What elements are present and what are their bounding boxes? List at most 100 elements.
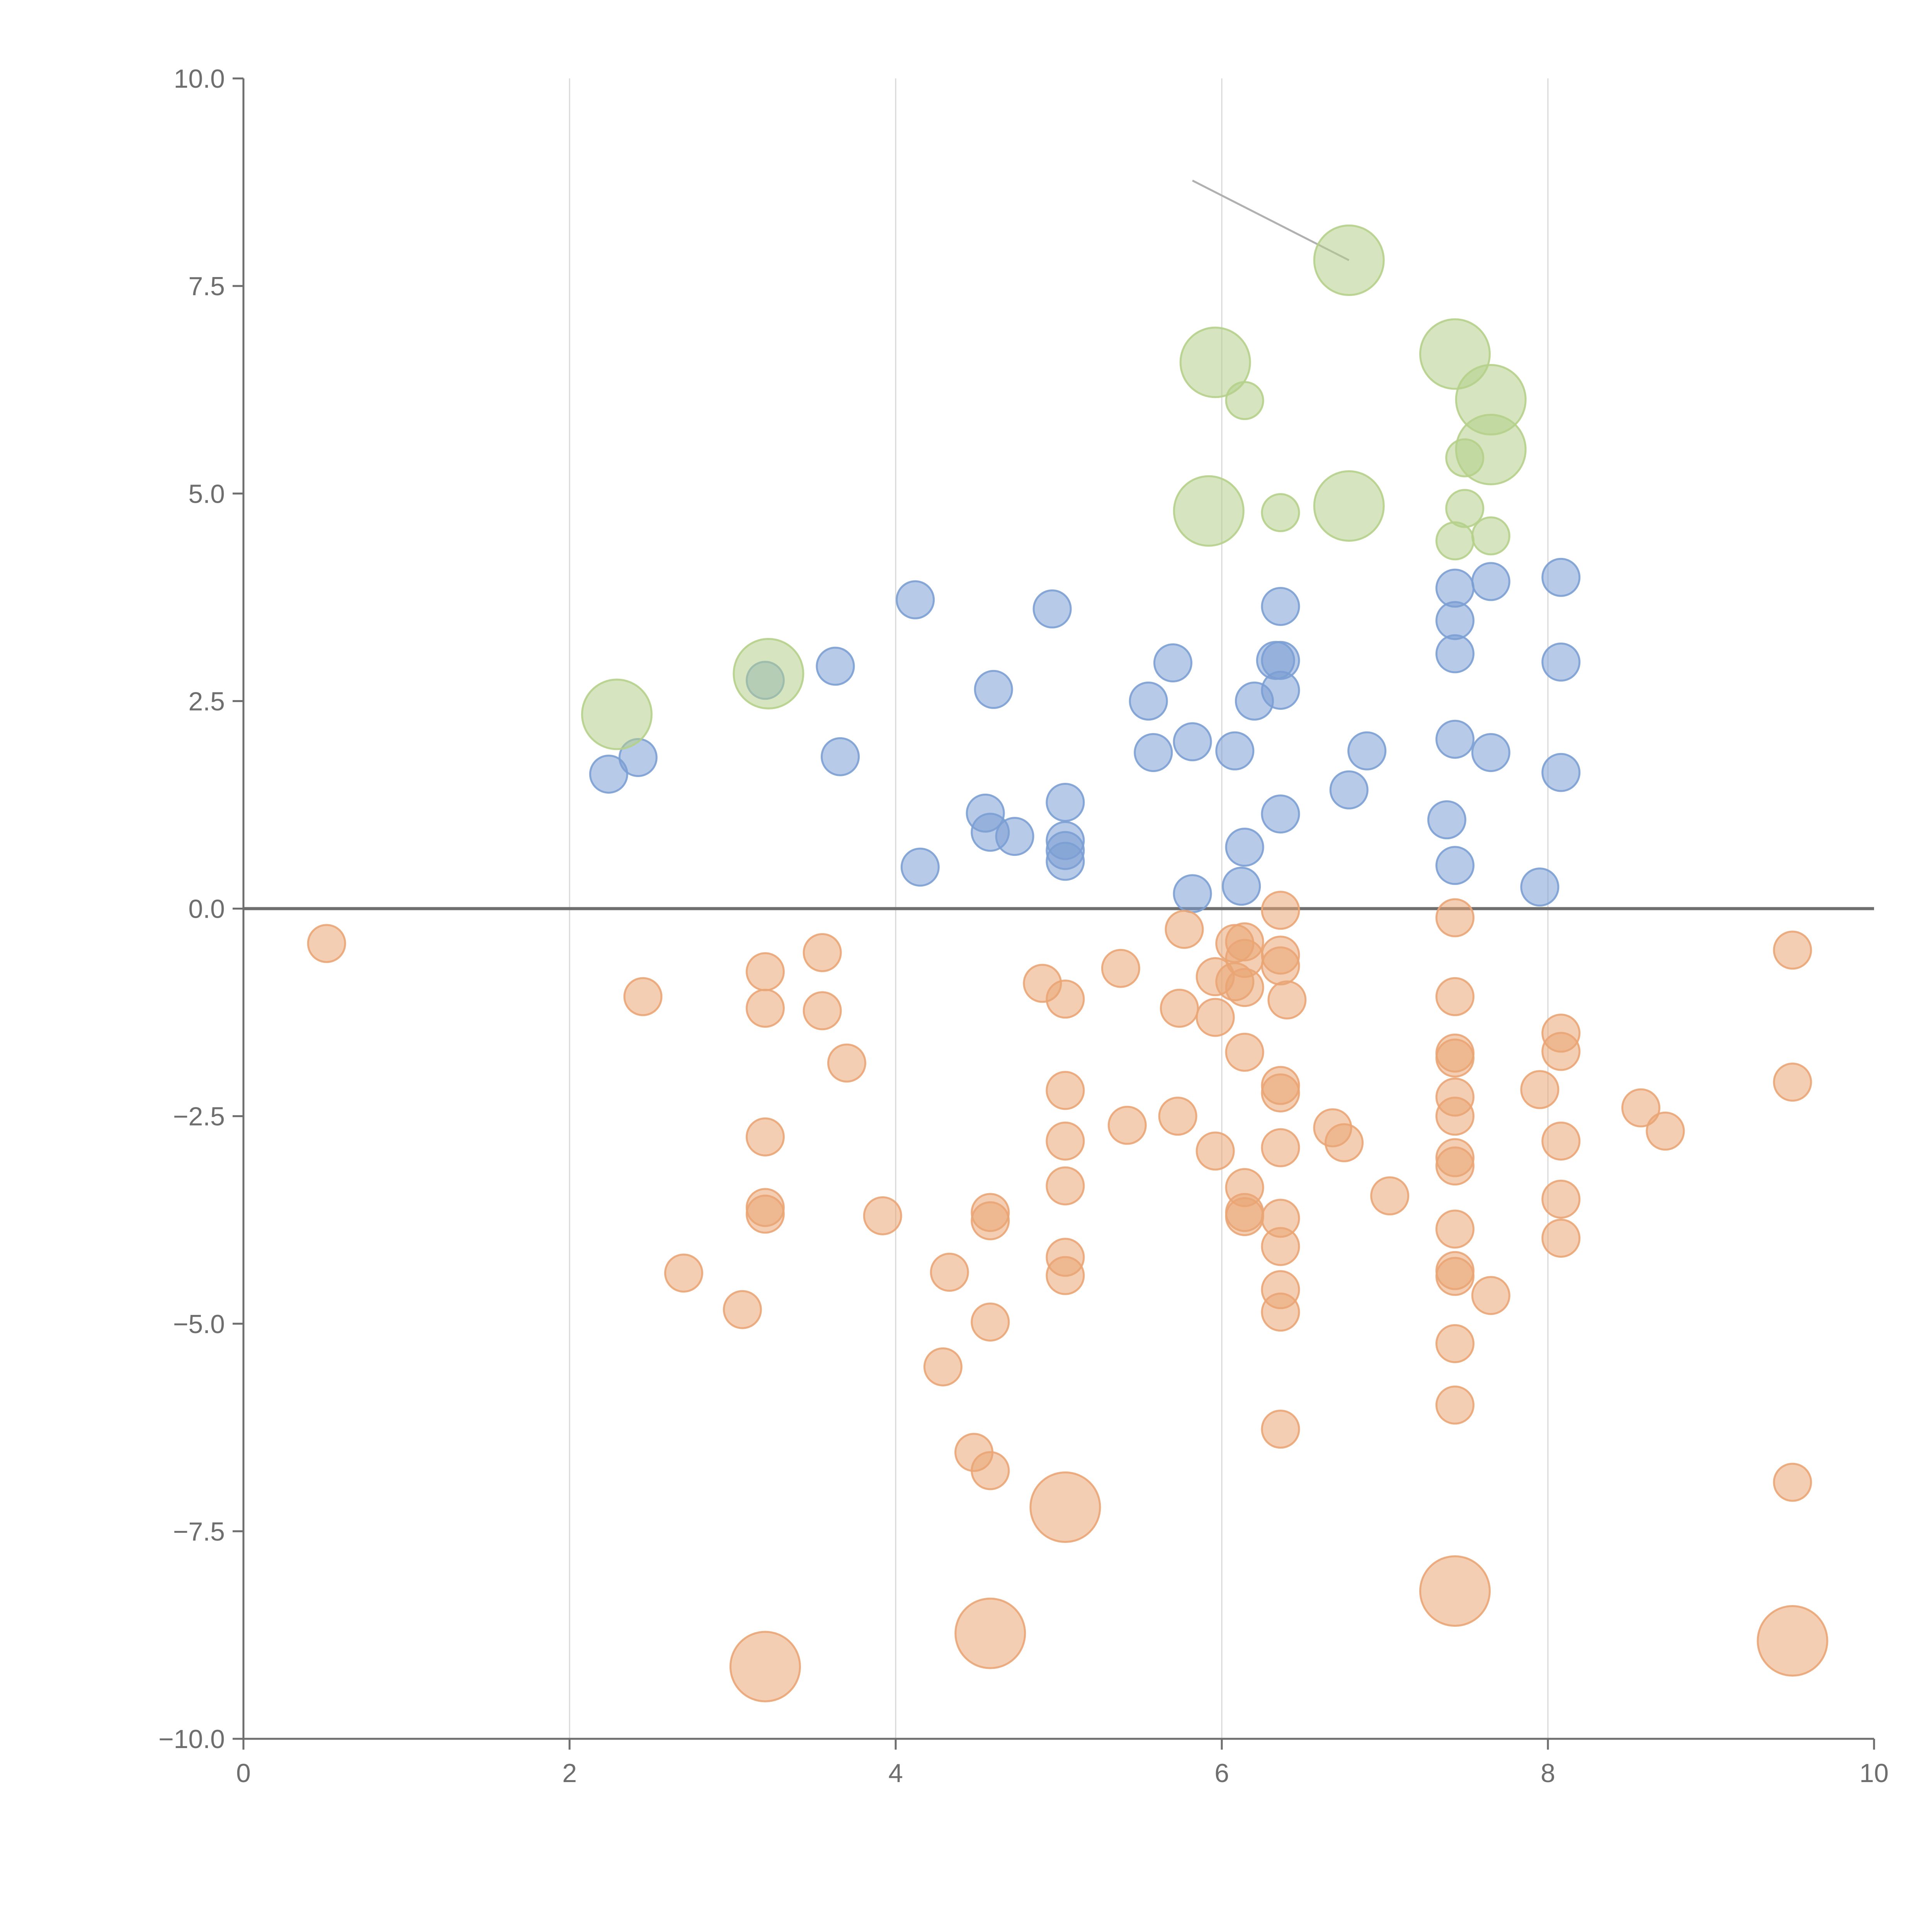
data-point-s2-26 <box>1046 1166 1085 1206</box>
data-point-s2-85 <box>1773 930 1812 970</box>
data-point-s0-42 <box>1541 642 1581 682</box>
data-point-s2-79 <box>1541 1032 1581 1071</box>
data-point-s0-19 <box>1173 722 1212 762</box>
data-point-s2-74 <box>1435 1385 1475 1425</box>
data-point-s2-73 <box>1435 1324 1475 1363</box>
data-point-s1-1 <box>733 638 804 709</box>
data-point-s2-80 <box>1541 1121 1581 1161</box>
y-tick-label: −5.0 <box>173 1310 225 1339</box>
data-point-s2-3 <box>723 1290 762 1329</box>
data-point-s1-0 <box>581 679 653 750</box>
data-point-s2-70 <box>1435 1209 1475 1249</box>
data-point-s1-11 <box>1445 489 1485 528</box>
data-point-s1-3 <box>1179 327 1251 398</box>
data-point-s2-83 <box>1621 1088 1661 1128</box>
data-point-s2-32 <box>1158 1097 1197 1136</box>
x-tick-label: 8 <box>1541 1759 1555 1788</box>
data-point-s2-13 <box>863 1196 902 1235</box>
data-point-s1-5 <box>1261 493 1300 532</box>
data-point-s2-19 <box>971 1302 1010 1342</box>
data-point-s2-29 <box>1029 1471 1101 1543</box>
data-point-s0-5 <box>896 580 935 619</box>
data-point-s0-0 <box>589 754 628 794</box>
y-tick-label: −2.5 <box>173 1102 225 1131</box>
y-tick-label: −7.5 <box>173 1517 225 1546</box>
y-tick-label: 5.0 <box>188 479 225 509</box>
data-point-s2-54 <box>1261 1227 1300 1266</box>
data-point-s2-56 <box>1261 1293 1300 1332</box>
data-point-s2-36 <box>1196 998 1235 1037</box>
data-point-s0-4 <box>821 737 860 776</box>
data-point-s2-8 <box>745 1194 785 1234</box>
data-point-s2-34 <box>1165 910 1204 949</box>
data-point-s2-52 <box>1261 1128 1300 1167</box>
data-point-s1-13 <box>1455 413 1527 485</box>
data-point-s0-32 <box>1427 800 1466 840</box>
data-point-s2-65 <box>1435 1038 1475 1078</box>
data-point-s0-34 <box>1435 601 1475 640</box>
data-point-s0-18 <box>1153 643 1192 683</box>
data-point-s0-39 <box>1471 733 1510 772</box>
data-point-s0-38 <box>1471 562 1510 601</box>
data-point-s2-31 <box>1107 1105 1147 1145</box>
data-point-s2-28 <box>1046 1256 1085 1295</box>
data-point-s2-76 <box>1471 1276 1510 1315</box>
data-point-s2-6 <box>745 1117 785 1156</box>
data-point-s2-25 <box>1046 1121 1085 1161</box>
data-point-s0-40 <box>1520 867 1560 907</box>
data-point-s2-4 <box>745 952 785 992</box>
data-point-s2-69 <box>1435 1146 1475 1186</box>
data-point-s2-30 <box>1101 949 1140 988</box>
data-point-s0-29 <box>1261 794 1300 834</box>
data-point-s2-77 <box>1520 1070 1560 1109</box>
data-point-s2-14 <box>923 1347 963 1386</box>
data-point-s2-49 <box>1261 946 1300 986</box>
data-point-s2-84 <box>1646 1111 1685 1151</box>
data-point-s0-15 <box>1046 842 1085 881</box>
x-tick-label: 10 <box>1859 1759 1889 1788</box>
data-point-s2-58 <box>1267 980 1307 1020</box>
data-point-s2-72 <box>1435 1257 1475 1296</box>
data-point-s1-2 <box>1173 475 1245 547</box>
data-point-s2-43 <box>1225 1032 1264 1072</box>
data-point-s0-28 <box>1261 670 1300 710</box>
x-tick-label: 2 <box>562 1759 577 1788</box>
data-point-s2-15 <box>930 1253 969 1292</box>
data-point-s2-10 <box>803 933 842 972</box>
data-point-s2-47 <box>1261 891 1300 930</box>
data-point-s2-75 <box>1419 1555 1491 1627</box>
data-point-s0-6 <box>900 847 940 887</box>
data-point-s2-63 <box>1435 977 1475 1016</box>
data-point-s0-11 <box>1032 589 1072 629</box>
axes: 0 2 4 6 8 10 10.0 7.5 5.0 2.5 0.0 −2.5 −5.0 −7.5 −10.0 <box>158 64 1889 1788</box>
data-point-s2-81 <box>1541 1179 1581 1219</box>
x-tick-label: 4 <box>888 1759 903 1788</box>
data-point-s2-33 <box>1160 988 1199 1028</box>
data-point-s2-67 <box>1435 1097 1475 1136</box>
data-point-s0-17 <box>1134 733 1173 772</box>
data-point-s0-12 <box>1046 782 1085 822</box>
y-tick-label: 10.0 <box>174 64 225 94</box>
data-point-s0-35 <box>1435 634 1475 673</box>
data-point-s2-11 <box>803 991 842 1031</box>
data-point-s2-2 <box>664 1253 703 1293</box>
data-point-s1-7 <box>1313 470 1385 542</box>
data-point-s0-37 <box>1435 846 1475 885</box>
data-point-s0-30 <box>1329 770 1369 810</box>
data-point-s0-10 <box>995 817 1034 856</box>
y-tick-label: −10.0 <box>158 1725 225 1754</box>
data-point-s0-21 <box>1215 731 1255 770</box>
data-point-s2-12 <box>827 1043 866 1083</box>
y-tick-label: 2.5 <box>188 687 225 716</box>
data-point-s2-9 <box>729 1631 801 1702</box>
data-point-s2-82 <box>1541 1218 1581 1258</box>
data-point-s2-57 <box>1261 1410 1300 1449</box>
data-point-s2-42 <box>1225 968 1264 1007</box>
data-point-s0-41 <box>1541 558 1581 597</box>
data-point-s1-4 <box>1225 381 1264 420</box>
data-point-s2-24 <box>1046 1071 1085 1110</box>
data-point-s2-46 <box>1225 1197 1264 1236</box>
data-point-s2-61 <box>1370 1176 1410 1216</box>
data-points <box>307 224 1828 1702</box>
